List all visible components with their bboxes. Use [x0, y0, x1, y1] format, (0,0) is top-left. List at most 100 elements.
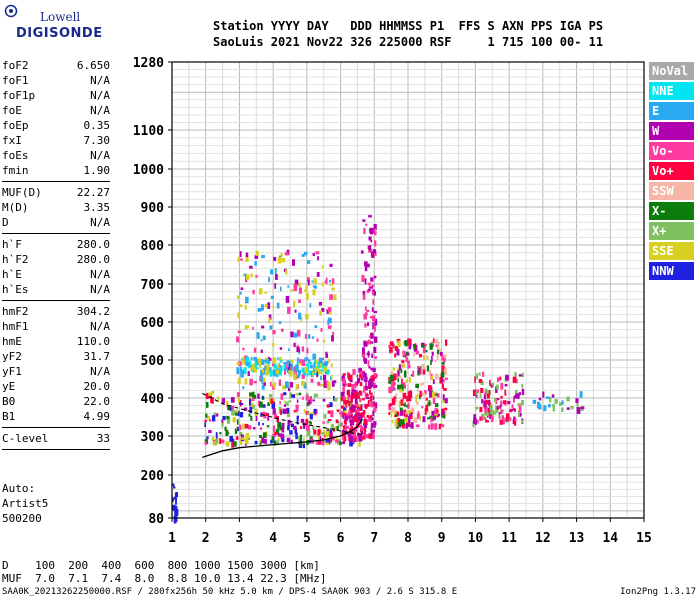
echo-point: [278, 321, 282, 324]
echo-point: [254, 440, 258, 445]
echo-point: [308, 370, 312, 376]
echo-point: [398, 400, 401, 408]
echo-point: [237, 378, 241, 384]
echo-point: [475, 394, 478, 398]
echo-point: [276, 366, 278, 372]
echo-point: [394, 345, 399, 351]
echo-point: [224, 426, 227, 431]
param-row: D N/A: [2, 215, 110, 230]
echo-point: [275, 428, 280, 435]
echo-point: [372, 410, 375, 417]
echo-point: [362, 294, 366, 300]
echo-point: [475, 391, 478, 396]
echo-point: [399, 409, 404, 416]
echo-point: [306, 430, 311, 437]
logo-lowell: Lowell: [40, 10, 81, 24]
echo-point: [272, 425, 276, 433]
echo-point: [345, 399, 349, 404]
echo-point: [276, 302, 280, 309]
echo-point: [483, 393, 487, 400]
echo-point: [394, 353, 397, 358]
param-value: 7.30: [83, 134, 111, 147]
echo-point: [348, 434, 350, 442]
echo-point: [340, 391, 345, 397]
echo-point: [367, 245, 371, 250]
echo-point: [295, 386, 298, 390]
echo-point: [342, 432, 346, 435]
echo-point: [262, 432, 267, 438]
echo-point: [500, 409, 503, 415]
echo-point: [285, 381, 289, 389]
echo-point: [206, 402, 209, 408]
param-row: hmF2 304.2: [2, 304, 110, 319]
echo-point: [268, 367, 272, 371]
param-name: hmE: [2, 335, 22, 348]
logo-emblem-icon: [4, 4, 18, 18]
echo-point: [363, 313, 367, 320]
echo-point: [514, 419, 517, 422]
echo-point: [255, 415, 258, 421]
echo-point: [397, 378, 399, 382]
echo-point: [351, 384, 355, 390]
echo-points: [172, 215, 585, 524]
echo-point: [397, 340, 401, 347]
param-name: foEs: [2, 149, 29, 162]
echo-point: [307, 400, 311, 405]
echo-point: [280, 409, 282, 415]
auto-artist: Artist5: [2, 497, 49, 510]
echo-point: [245, 362, 249, 367]
echo-point: [317, 368, 320, 371]
echo-point: [429, 343, 433, 350]
echo-point: [478, 372, 481, 376]
echo-point: [277, 256, 282, 264]
echo-point: [371, 315, 376, 322]
echo-point: [475, 406, 479, 410]
echo-point: [231, 441, 235, 448]
echo-point: [421, 364, 425, 369]
echo-point: [367, 399, 370, 407]
echo-point: [322, 364, 325, 369]
param-value: 280.0: [76, 253, 110, 266]
echo-point: [401, 360, 405, 364]
echo-point: [313, 278, 317, 284]
echo-point: [237, 256, 240, 262]
echo-point: [388, 404, 392, 411]
echo-point: [250, 397, 255, 401]
echo-point: [250, 367, 254, 371]
echo-point: [421, 344, 425, 348]
echo-point: [499, 419, 504, 425]
x-tick-label: 11: [501, 531, 517, 546]
echo-point: [361, 370, 365, 378]
echo-point: [329, 430, 333, 433]
echo-point: [516, 393, 520, 399]
echo-point: [315, 441, 319, 445]
echo-point: [521, 400, 524, 406]
echo-point: [419, 354, 423, 358]
echo-point: [264, 438, 267, 444]
echo-point: [363, 227, 366, 235]
echo-point: [236, 336, 240, 343]
echo-point: [388, 411, 391, 416]
echo-point: [234, 411, 238, 416]
echo-point: [427, 417, 431, 420]
echo-point: [343, 410, 348, 413]
echo-point: [341, 430, 345, 433]
echo-point: [208, 392, 212, 397]
ionogram-chart: 1 2 3 4 5 6 7 8 9 10 11 12 13 14 15 802003004005006007…: [133, 56, 652, 546]
echo-point: [240, 370, 244, 378]
echo-point: [405, 379, 409, 383]
echo-point: [239, 412, 244, 418]
echo-point: [352, 369, 356, 375]
echo-point: [292, 259, 295, 266]
echo-point: [306, 402, 309, 407]
echo-point: [358, 434, 363, 442]
echo-point: [479, 393, 482, 398]
echo-point: [307, 279, 310, 286]
echo-point: [419, 415, 421, 420]
echo-point: [268, 397, 271, 404]
echo-point: [511, 404, 514, 409]
echo-point: [489, 404, 493, 411]
echo-point: [321, 282, 324, 287]
echo-point: [575, 398, 579, 403]
echo-point: [301, 253, 305, 257]
